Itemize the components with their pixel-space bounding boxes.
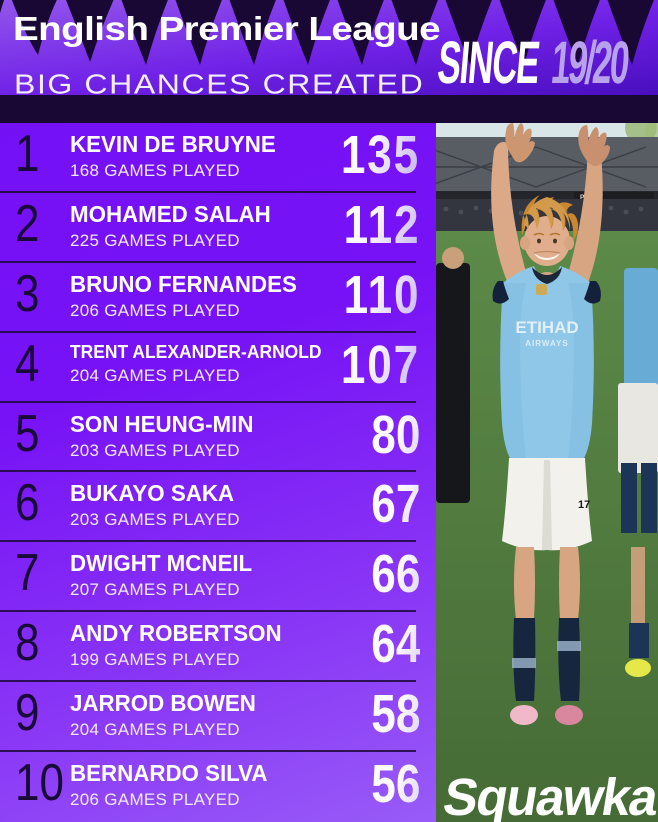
svg-text:AIRWAYS: AIRWAYS bbox=[525, 339, 568, 348]
svg-text:ETIHAD: ETIHAD bbox=[515, 318, 578, 337]
svg-text:17: 17 bbox=[578, 499, 590, 511]
